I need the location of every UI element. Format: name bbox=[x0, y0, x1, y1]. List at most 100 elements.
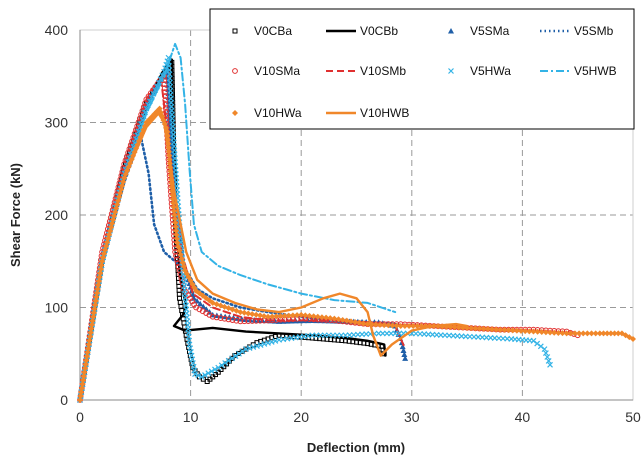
legend-label: V10HWB bbox=[360, 106, 409, 120]
legend-label: V10HWa bbox=[254, 106, 302, 120]
data-point bbox=[215, 369, 221, 375]
data-point bbox=[202, 372, 208, 378]
y-tick-label: 100 bbox=[45, 300, 69, 316]
data-point bbox=[172, 223, 179, 230]
data-point bbox=[402, 355, 409, 361]
legend-swatch bbox=[448, 28, 454, 34]
data-point bbox=[484, 326, 491, 333]
data-point bbox=[310, 313, 317, 320]
data-point bbox=[545, 357, 552, 364]
data-point bbox=[239, 348, 246, 355]
legend-item-V5HWB: V5HWB bbox=[540, 64, 617, 78]
data-point bbox=[176, 287, 182, 293]
data-point bbox=[522, 328, 529, 335]
data-point bbox=[177, 295, 183, 301]
legend-label: V0CBa bbox=[254, 24, 292, 38]
data-point bbox=[497, 326, 504, 333]
x-tick-label: 20 bbox=[293, 409, 309, 425]
data-point bbox=[215, 364, 222, 371]
legend-item-V10SMb: V10SMb bbox=[326, 64, 406, 78]
data-point bbox=[576, 330, 583, 337]
data-point bbox=[381, 322, 388, 329]
data-point bbox=[232, 353, 239, 359]
data-point bbox=[534, 328, 541, 335]
data-point bbox=[229, 317, 236, 323]
legend-label: V0CBb bbox=[360, 24, 398, 38]
x-tick-label: 30 bbox=[404, 409, 420, 425]
data-point bbox=[237, 318, 244, 325]
data-point bbox=[356, 319, 363, 326]
series-line bbox=[78, 135, 407, 402]
data-point bbox=[173, 235, 180, 242]
data-point bbox=[171, 208, 178, 215]
data-point bbox=[236, 350, 242, 357]
data-point bbox=[372, 321, 379, 328]
data-point bbox=[410, 323, 417, 329]
legend-item-V0CBb: V0CBb bbox=[326, 24, 398, 38]
data-point bbox=[588, 330, 595, 337]
data-point bbox=[542, 329, 549, 336]
data-point bbox=[406, 323, 413, 329]
data-point bbox=[414, 323, 421, 329]
data-point bbox=[212, 366, 218, 373]
legend-item-V5SMa: V5SMa bbox=[448, 24, 510, 38]
data-point bbox=[331, 315, 338, 322]
data-point bbox=[607, 330, 614, 337]
data-point bbox=[269, 313, 276, 320]
y-tick-label: 300 bbox=[45, 115, 69, 131]
data-point bbox=[277, 313, 284, 320]
series-V5HWB bbox=[79, 42, 397, 401]
data-point bbox=[233, 317, 240, 324]
data-point bbox=[195, 372, 202, 379]
data-point bbox=[530, 337, 537, 344]
data-point bbox=[173, 252, 179, 259]
data-point bbox=[352, 319, 359, 326]
data-point bbox=[161, 81, 168, 88]
data-point bbox=[534, 340, 541, 347]
data-point bbox=[175, 263, 182, 270]
data-point bbox=[509, 327, 516, 334]
data-point bbox=[177, 299, 183, 305]
y-axis-title: Shear Force (kN) bbox=[8, 163, 23, 267]
data-point bbox=[285, 312, 292, 319]
data-point bbox=[225, 357, 232, 364]
data-point bbox=[393, 322, 400, 329]
data-point bbox=[302, 312, 309, 319]
data-point bbox=[451, 324, 458, 331]
data-point bbox=[205, 370, 212, 377]
data-point bbox=[145, 102, 152, 108]
legend-swatch bbox=[232, 28, 238, 34]
legend-label: V5SMa bbox=[470, 24, 510, 38]
legend-item-V10SMa: V10SMa bbox=[232, 64, 300, 78]
data-point bbox=[377, 321, 384, 328]
y-tick-label: 400 bbox=[45, 22, 69, 38]
data-point bbox=[245, 310, 252, 317]
data-point bbox=[173, 231, 180, 238]
data-point bbox=[217, 315, 224, 321]
data-point bbox=[468, 325, 475, 332]
data-point bbox=[289, 312, 296, 319]
series-layer bbox=[77, 42, 636, 403]
data-point bbox=[615, 330, 622, 337]
legend-label: V5HWB bbox=[574, 64, 617, 78]
legend-swatch bbox=[448, 68, 454, 74]
data-point bbox=[298, 311, 305, 318]
data-point bbox=[173, 256, 180, 263]
data-point bbox=[343, 317, 350, 324]
data-point bbox=[476, 325, 483, 332]
data-point bbox=[493, 326, 500, 333]
x-axis-title: Deflection (mm) bbox=[307, 440, 405, 455]
data-point bbox=[170, 200, 177, 207]
data-point bbox=[530, 328, 537, 335]
data-point bbox=[281, 312, 288, 319]
data-point bbox=[630, 335, 636, 342]
data-point bbox=[385, 322, 392, 329]
legend-label: V5SMb bbox=[574, 24, 614, 38]
legend-label: V10SMa bbox=[254, 64, 300, 78]
data-point bbox=[389, 322, 396, 329]
data-point bbox=[360, 320, 367, 327]
data-point bbox=[347, 318, 354, 325]
legend-swatch bbox=[232, 68, 238, 74]
data-point bbox=[218, 366, 224, 372]
